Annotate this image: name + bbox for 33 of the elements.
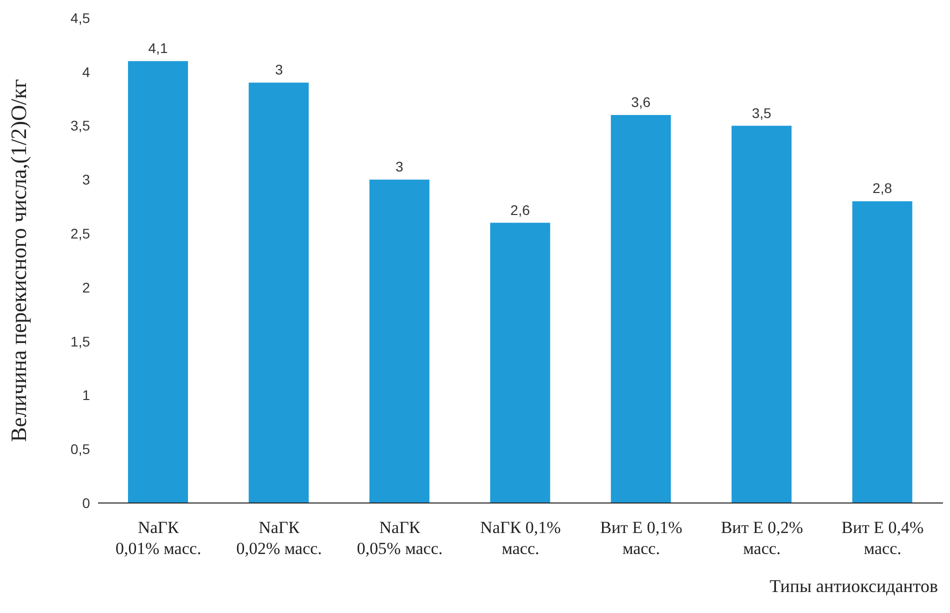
data-label: 3 [396,158,404,175]
x-tick-label: Вит Е 0,1% масс. [600,518,682,558]
bar [852,201,912,503]
y-tick-label: 4,5 [70,10,90,26]
data-label: 2,6 [510,202,530,218]
x-tick-label: NaГК 0,01% масс. [116,518,202,558]
data-label: 2,8 [872,180,892,196]
y-tick-label: 1,5 [70,333,90,350]
data-label: 3,5 [752,104,772,121]
data-label: 4,1 [148,40,168,56]
y-tick-label: 2 [82,279,90,296]
y-tick-label: 0,5 [70,441,90,458]
bar [732,126,792,503]
y-tick-label: 3 [82,172,90,188]
bar [610,115,671,503]
bar [128,61,188,503]
y-axis-title: Величина перекисного числа,(1/2)О/кг [6,79,31,442]
y-tick-label: 4 [82,64,90,80]
bar [248,82,309,503]
x-tick-label: Вит Е 0,4% масс. [842,518,924,558]
x-tick-label: NaГК 0,1% масс. [480,518,561,558]
x-tick-label: Вит Е 0,2% масс. [720,518,804,558]
y-tick-label: 3,5 [70,118,90,134]
y-tick-label: 2,5 [70,226,90,242]
y-tick-label: 1 [82,387,90,404]
x-axis-title: Типы антиоксидантов [770,576,938,597]
annotation: 3 [275,62,284,78]
x-tick-label: NaГК 0,02% масс. [236,518,322,558]
x-tick-label: NaГК 0,05% масс. [356,518,443,558]
bar [490,222,550,503]
bar [369,180,430,503]
y-tick-label: 0 [82,494,90,511]
data-label: 3,6 [631,94,651,110]
